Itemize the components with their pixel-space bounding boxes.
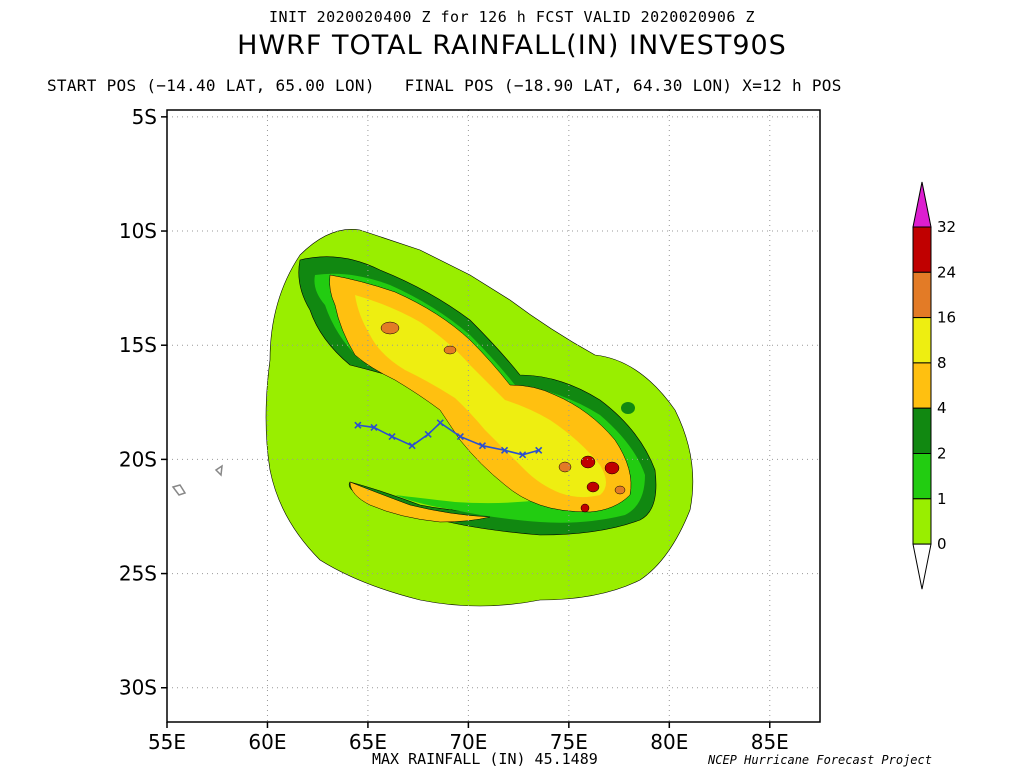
- lon-tick-label: 65E: [349, 730, 387, 754]
- track-position-marker: [354, 421, 362, 429]
- track-position-marker: [424, 430, 432, 438]
- colorbar-label: 0: [937, 535, 947, 553]
- storm-track: [354, 419, 543, 459]
- lon-tick-label: 70E: [449, 730, 487, 754]
- track-position-marker: [408, 442, 416, 450]
- colorbar-segment: [912, 453, 932, 500]
- island-outline: [214, 464, 223, 477]
- colorbar-label: 16: [937, 309, 956, 327]
- lon-tick-label: 60E: [248, 730, 286, 754]
- colorbar-label: 1: [937, 490, 947, 508]
- track-position-marker: [370, 423, 378, 431]
- track-position-marker: [456, 432, 464, 441]
- map-grid: [167, 110, 820, 722]
- max-rainfall-text: MAX RAINFALL (IN) 45.1489: [372, 750, 598, 768]
- colorbar-label: 8: [937, 354, 947, 372]
- track-position-marker: [478, 442, 487, 450]
- colorbar-label: 32: [937, 218, 956, 236]
- track-position-marker: [388, 432, 396, 441]
- colorbar-segment: [912, 317, 932, 364]
- lat-tick-label: 15S: [119, 333, 157, 357]
- colorbar-label: 4: [937, 399, 947, 417]
- lat-tick-label: 10S: [119, 219, 157, 243]
- track-position-marker: [436, 419, 444, 427]
- colorbar-segment: [912, 407, 932, 455]
- position-line: START POS (−14.40 LAT, 65.00 LON) FINAL …: [47, 76, 842, 95]
- lon-tick-label: 85E: [751, 730, 789, 754]
- colorbar-bottom-triangle: [912, 543, 932, 590]
- rainfall-shading: [265, 229, 694, 607]
- lon-tick-label: 55E: [148, 730, 186, 754]
- credit-text: NCEP Hurricane Forecast Project: [708, 753, 932, 767]
- chart-title: HWRF TOTAL RAINFALL(IN) INVEST90S: [237, 30, 787, 61]
- colorbar-label: 2: [937, 445, 947, 463]
- colorbar-label: 24: [937, 263, 956, 281]
- lon-tick-label: 80E: [650, 730, 688, 754]
- colorbar-segment: [912, 226, 932, 273]
- map-frame: [166, 109, 821, 723]
- axis-ticks: 5S 10S 15S 20S 25S 30S 55E 60E 65E 70E 75E 80E 85E: [119, 105, 789, 754]
- colorbar-segment: [912, 362, 932, 409]
- lat-tick-label: 20S: [119, 447, 157, 471]
- init-time-line: INIT 2020020400 Z for 126 h FCST VALID 2…: [268, 8, 756, 26]
- track-position-marker: [500, 446, 509, 454]
- lat-tick-label: 30S: [119, 676, 157, 700]
- colorbar-segment: [912, 271, 932, 319]
- track-position-marker: [519, 451, 527, 459]
- lat-tick-label: 25S: [119, 562, 157, 586]
- colorbar-top-triangle: [912, 181, 932, 228]
- colorbar-segment: [912, 498, 932, 545]
- island-outline: [171, 484, 187, 496]
- lat-tick-label: 5S: [132, 105, 157, 129]
- lon-tick-label: 75E: [550, 730, 588, 754]
- track-position-marker: [535, 446, 543, 454]
